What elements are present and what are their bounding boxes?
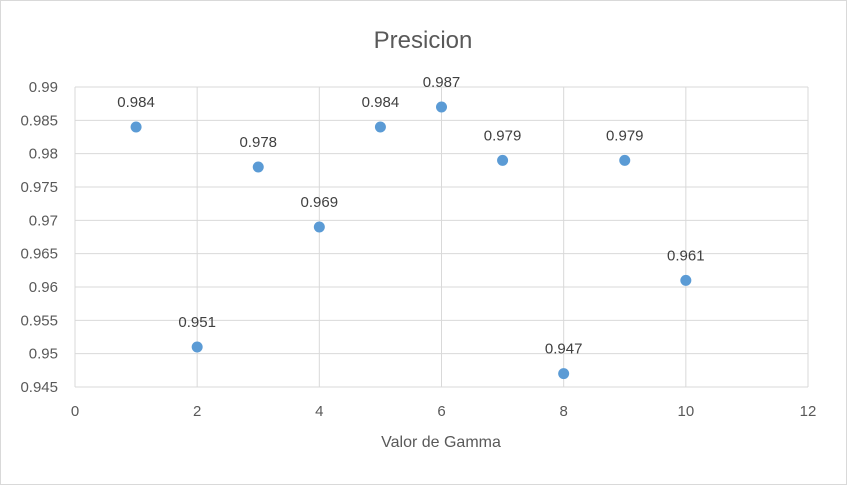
x-tick-label: 6 (437, 403, 445, 420)
y-tick-label: 0.955 (20, 312, 58, 329)
x-tick-label: 2 (193, 403, 201, 420)
data-point (497, 154, 509, 166)
x-tick-label: 4 (315, 403, 323, 420)
y-tick-label: 0.98 (29, 146, 58, 163)
data-point (313, 221, 325, 233)
y-tick-label: 0.945 (20, 379, 58, 396)
y-tick-label: 0.97 (29, 212, 58, 229)
chart-title: Presicion (374, 27, 473, 54)
x-tick-label: 12 (800, 403, 817, 420)
y-axis-ticks: 0.945 0.95 0.955 0.96 0.965 0.97 0.975 0.98 0.98… (20, 79, 58, 396)
data-label: 0.979 (606, 127, 644, 144)
data-point (436, 101, 447, 113)
y-tick-label: 0.975 (20, 179, 58, 196)
data-point (191, 341, 203, 353)
data-point (252, 161, 264, 173)
y-tick-label: 0.965 (20, 246, 58, 263)
gridlines (74, 86, 809, 388)
data-labels: 0.984 0.951 0.978 0.969 0.984 0.987 0.979 0.947… (117, 74, 704, 358)
x-tick-label: 10 (677, 403, 694, 420)
data-label: 0.947 (545, 341, 583, 358)
data-point (130, 121, 142, 133)
data-label: 0.951 (178, 314, 216, 331)
data-label: 0.969 (301, 194, 339, 211)
data-point (374, 121, 386, 133)
data-point (680, 274, 692, 286)
data-label: 0.987 (423, 74, 461, 91)
data-label: 0.984 (362, 94, 400, 111)
data-label: 0.984 (117, 94, 155, 111)
data-points (130, 101, 692, 380)
y-tick-label: 0.96 (29, 279, 58, 296)
x-axis-label: Valor de Gamma (381, 434, 501, 451)
y-tick-label: 0.99 (29, 79, 58, 96)
data-point (619, 154, 631, 166)
x-tick-label: 8 (559, 403, 567, 420)
data-label: 0.978 (239, 134, 277, 151)
data-point (558, 368, 570, 380)
data-label: 0.961 (667, 247, 705, 264)
data-label: 0.979 (484, 127, 522, 144)
y-tick-label: 0.985 (20, 112, 58, 129)
x-tick-label: 0 (71, 403, 79, 420)
y-tick-label: 0.95 (29, 346, 58, 363)
x-axis-ticks: 0 2 4 6 8 10 12 (71, 403, 817, 420)
